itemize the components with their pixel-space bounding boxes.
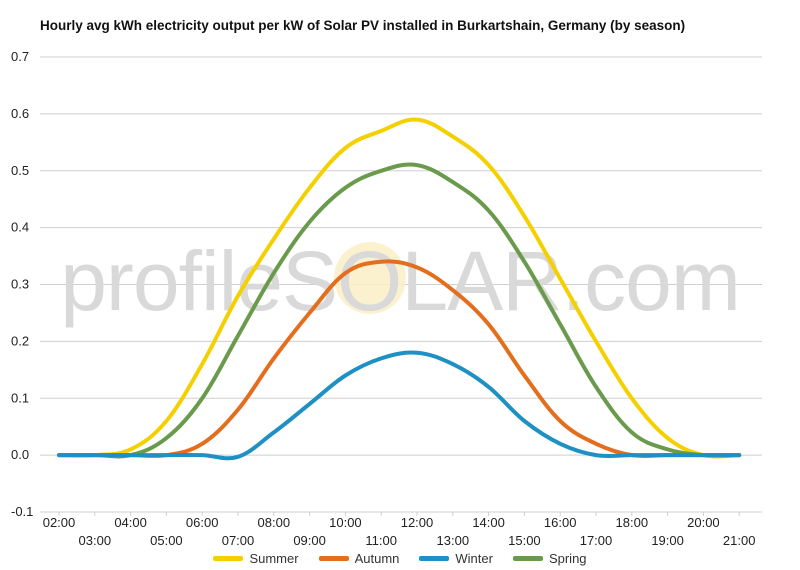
x-axis-ticks: 02:0003:0004:0005:0006:0007:0008:0009:00… [43, 512, 756, 548]
series-layer [57, 117, 742, 461]
x-tick-label: 11:00 [365, 533, 397, 548]
x-tick-label: 06:00 [186, 515, 219, 530]
x-tick-label: 02:00 [43, 515, 76, 530]
x-tick-label: 07:00 [222, 533, 255, 548]
series-line-winter [57, 350, 742, 461]
y-tick-label: 0.5 [11, 163, 29, 178]
series-line-summer [57, 117, 742, 459]
x-tick-label: 17:00 [580, 533, 613, 548]
x-tick-label: 05:00 [150, 533, 183, 548]
x-tick-label: 21:00 [723, 533, 756, 548]
legend-label: Autumn [354, 550, 400, 566]
x-tick-label: 12:00 [401, 515, 434, 530]
legend-label: Winter [455, 550, 493, 566]
legend: Summer Autumn Winter Spring [0, 548, 800, 568]
legend-swatch [318, 555, 349, 561]
x-tick-label: 08:00 [258, 515, 291, 530]
y-tick-label: 0.4 [11, 220, 29, 235]
legend-item-spring[interactable]: Spring [512, 550, 587, 566]
watermark: profileSOLAR.com [60, 234, 741, 328]
legend-swatch [512, 555, 543, 561]
x-tick-label: 15:00 [508, 533, 541, 548]
x-tick-label: 10:00 [329, 515, 362, 530]
legend-item-winter[interactable]: Winter [419, 551, 493, 566]
y-tick-label: 0.7 [11, 49, 29, 64]
x-tick-label: 09:00 [293, 533, 326, 548]
y-tick-label: 0.3 [11, 277, 29, 292]
x-tick-label: 03:00 [79, 533, 112, 548]
legend-label: Spring [548, 550, 587, 566]
y-tick-label: 0.6 [11, 106, 29, 121]
x-tick-label: 13:00 [437, 533, 470, 548]
x-tick-label: 16:00 [544, 515, 577, 530]
legend-item-autumn[interactable]: Autumn [318, 550, 400, 566]
legend-item-summer[interactable]: Summer [213, 550, 299, 566]
x-tick-label: 18:00 [616, 515, 649, 530]
chart-title: Hourly avg kWh electricity output per kW… [40, 18, 686, 33]
legend-label: Summer [249, 550, 299, 566]
watermark-text: profileSOLAR.com [60, 234, 740, 328]
legend-swatch [419, 555, 450, 561]
x-tick-label: 04:00 [114, 515, 147, 530]
legend-swatch [213, 555, 244, 561]
x-tick-label: 19:00 [651, 533, 684, 548]
y-tick-label: 0.2 [11, 333, 29, 348]
x-tick-label: 14:00 [472, 515, 505, 530]
y-tick-label: -0.1 [11, 504, 33, 519]
y-tick-label: 0.1 [11, 390, 29, 405]
series-line-spring [57, 162, 742, 459]
y-tick-label: 0.0 [11, 447, 29, 462]
y-axis-ticks: -0.1 0.0 0.1 0.2 0.3 0.4 0.5 0.6 0.7 [11, 49, 33, 519]
x-tick-label: 20:00 [687, 515, 720, 530]
chart-plot: profileSOLAR.com -0.1 0.0 0.1 0.2 0.3 0.4 0.5 0… [11, 49, 762, 548]
